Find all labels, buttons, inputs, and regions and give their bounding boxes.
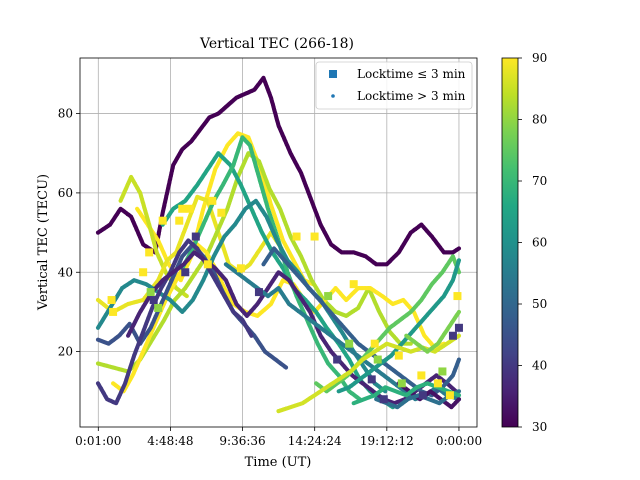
- tec-point: [184, 293, 189, 299]
- short-lock-point: [217, 208, 226, 217]
- legend-dot-marker: [331, 94, 335, 98]
- tec-point: [249, 333, 254, 338]
- short-lock-point: [139, 268, 148, 277]
- short-lock-point: [418, 391, 427, 400]
- colorbar-tick-label: 60: [532, 236, 547, 250]
- short-lock-point: [453, 292, 462, 301]
- tec-point: [456, 393, 462, 398]
- short-lock-point: [397, 379, 406, 388]
- short-lock-point: [379, 395, 388, 404]
- short-lock-series: [107, 196, 462, 400]
- legend-square-marker: [329, 70, 337, 78]
- short-lock-point: [149, 296, 158, 305]
- short-lock-point: [158, 216, 167, 225]
- short-lock-point: [333, 355, 342, 364]
- short-lock-point: [394, 351, 403, 360]
- legend-label-short-lock: Locktime ≤ 3 min: [357, 67, 466, 81]
- plot-frame: [79, 57, 478, 428]
- tec-point: [456, 397, 462, 402]
- short-lock-point: [367, 375, 376, 384]
- colorbar-tick-label: 70: [532, 174, 547, 188]
- x-axis-label: Time (UT): [245, 455, 312, 470]
- tec-point: [456, 357, 462, 362]
- short-lock-point: [208, 196, 217, 205]
- tec-point: [456, 389, 462, 394]
- x-axis-ticks: 0:01:00 4:48:48 9:36:36 14:24:24 19:12:12 0:0…: [75, 427, 482, 448]
- short-lock-point: [154, 303, 163, 312]
- short-lock-point: [417, 371, 426, 380]
- short-lock-point: [454, 323, 463, 332]
- x-tick-label: 9:36:36: [219, 434, 265, 448]
- colorbar: [502, 58, 518, 427]
- short-lock-point: [191, 232, 200, 241]
- colorbar-tick-label: 40: [532, 359, 547, 373]
- colorbar-tick-label: 90: [532, 51, 547, 65]
- tec-point: [456, 309, 462, 315]
- short-lock-point: [373, 355, 382, 364]
- short-lock-point: [292, 232, 301, 241]
- colorbar-tick-label: 80: [532, 113, 547, 127]
- legend-label-long-lock: Locktime > 3 min: [357, 89, 466, 103]
- x-tick-label: 4:48:48: [147, 434, 193, 448]
- tec-series: [336, 258, 462, 394]
- short-lock-point: [145, 248, 154, 257]
- tec-series: [351, 381, 462, 406]
- legend: Locktime ≤ 3 min Locktime > 3 min: [315, 61, 473, 110]
- short-lock-point: [438, 367, 447, 376]
- short-lock-point: [146, 288, 155, 297]
- short-lock-point: [181, 268, 190, 277]
- short-lock-point: [448, 331, 457, 340]
- short-lock-point: [236, 264, 245, 273]
- short-lock-point: [349, 280, 358, 289]
- chart-title: Vertical TEC (266-18): [199, 36, 354, 52]
- tec-point: [456, 270, 462, 275]
- short-lock-point: [109, 307, 118, 316]
- tec-point: [456, 246, 462, 251]
- tec-series: [404, 309, 462, 354]
- legend-box: [315, 61, 473, 110]
- short-lock-series: [146, 288, 447, 388]
- short-lock-point: [310, 232, 319, 241]
- short-lock-point: [324, 292, 333, 301]
- short-lock-point: [185, 204, 194, 213]
- y-tick-label: 80: [58, 107, 73, 121]
- short-lock-series: [149, 232, 463, 404]
- colorbar-tick-label: 50: [532, 297, 547, 311]
- short-lock-point: [345, 339, 354, 348]
- x-tick-label: 14:24:24: [288, 434, 342, 448]
- short-lock-point: [203, 260, 212, 269]
- y-tick-label: 20: [58, 345, 73, 359]
- short-lock-point: [433, 379, 442, 388]
- tec-series: [95, 194, 284, 314]
- short-lock-point: [370, 339, 379, 348]
- short-lock-point: [175, 216, 184, 225]
- short-lock-point: [107, 296, 116, 305]
- tec-point: [456, 258, 462, 263]
- tec-point: [283, 365, 289, 370]
- tec-point: [408, 341, 413, 346]
- data-series: [95, 75, 463, 414]
- y-axis-ticks: 20 40 60 80: [58, 107, 80, 359]
- x-tick-label: 19:12:12: [360, 434, 414, 448]
- short-lock-point: [178, 204, 187, 213]
- short-lock-point: [445, 391, 454, 400]
- y-axis-label: Vertical TEC (TECU): [36, 174, 51, 311]
- short-lock-point: [254, 288, 263, 297]
- colorbar-ticks: 30 40 50 60 70 80 90: [518, 51, 547, 434]
- tec-point: [456, 333, 462, 338]
- x-tick-label: 0:00:00: [436, 434, 482, 448]
- colorbar-tick-label: 30: [532, 420, 547, 434]
- y-tick-label: 40: [58, 265, 73, 279]
- y-tick-label: 60: [58, 186, 73, 200]
- tec-series: [95, 238, 254, 406]
- x-tick-label: 0:01:00: [75, 434, 121, 448]
